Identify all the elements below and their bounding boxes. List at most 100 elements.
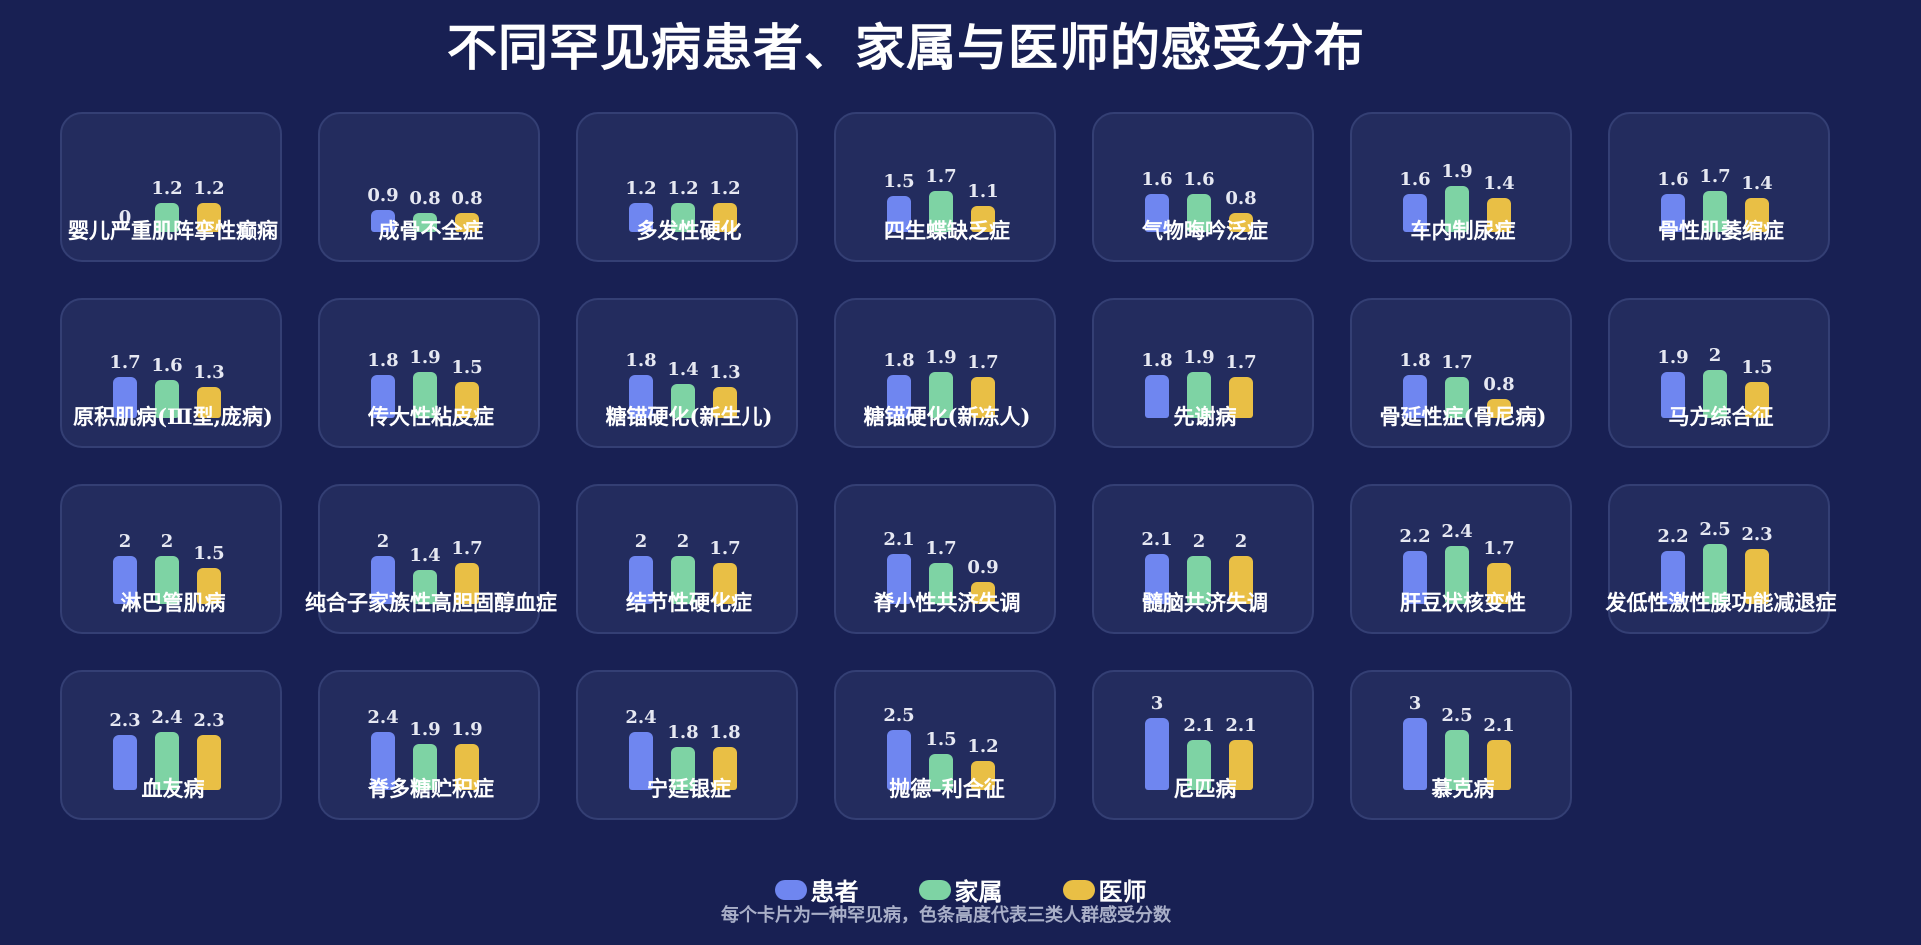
disease-name: 宁廷银症 — [647, 776, 731, 801]
disease-card: 1.5 1.7 1.1 四生蝶缺乏症 — [834, 112, 1056, 262]
value-label-family: 1.6 — [151, 354, 183, 376]
bar-family — [1445, 730, 1469, 790]
bar-doctor — [455, 563, 479, 604]
value-label-doctor: 1.3 — [193, 361, 225, 383]
bar-doctor — [971, 205, 995, 232]
bar-patient — [629, 732, 653, 790]
value-label-family: 2.5 — [1699, 519, 1731, 540]
bar-family — [671, 203, 695, 232]
disease-name: 抛德–利合征 — [889, 776, 1005, 801]
bar-doctor — [1487, 563, 1511, 604]
value-label-family: 1.7 — [925, 166, 957, 188]
value-label-patient: 3 — [1408, 693, 1422, 714]
bar-patient — [113, 556, 137, 604]
legend: 患者 家属 医师 — [0, 872, 1921, 907]
value-label-patient: 1.8 — [367, 349, 399, 371]
disease-card: 1.8 1.9 1.7 先谢病 — [1092, 298, 1314, 448]
disease-card: 1.6 1.9 1.4 车内制尿症 — [1350, 112, 1572, 262]
value-label-patient: 1.8 — [883, 349, 915, 371]
bar-patient — [1145, 374, 1169, 418]
value-label-family: 1.9 — [409, 719, 441, 741]
bar-family — [1445, 546, 1469, 604]
legend-label: 家属 — [954, 877, 1003, 906]
bar-patient — [113, 377, 137, 418]
value-label-doctor: 1.4 — [1483, 173, 1515, 195]
legend-label: 患者 — [810, 877, 859, 906]
bar-patient — [1661, 193, 1685, 232]
disease-card: 1.7 1.6 1.3 原积肌病(Ⅲ型,庞病) — [60, 298, 282, 448]
bar-doctor — [197, 734, 221, 790]
value-label-doctor: 1.7 — [451, 538, 483, 560]
bar-doctor — [1745, 382, 1769, 418]
bar-doctor — [1229, 212, 1253, 232]
value-label-patient: 2.4 — [367, 707, 399, 729]
value-label-family: 1.7 — [925, 538, 957, 560]
value-label-doctor: 2.1 — [1483, 714, 1515, 736]
bar-doctor — [971, 582, 995, 604]
bar-patient — [1661, 551, 1685, 604]
bar-family — [671, 746, 695, 790]
bar-patient — [1403, 193, 1427, 232]
bar-doctor — [713, 203, 737, 232]
value-label-patient: 2.5 — [883, 705, 915, 726]
disease-name: 气物晦吟泛症 — [1142, 218, 1268, 243]
value-label-patient: 3 — [1150, 693, 1164, 714]
disease-card: 1.8 1.7 0.8 骨延性症(骨尼病) — [1350, 298, 1572, 448]
bar-patient — [887, 374, 911, 418]
disease-card: 2.1 2 2 髓脑共济失调 — [1092, 484, 1314, 634]
bar-patient — [629, 374, 653, 418]
disease-name: 脊多糖贮积症 — [368, 776, 494, 801]
value-label-doctor: 1.1 — [967, 180, 999, 202]
bar-family — [1187, 739, 1211, 790]
value-label-patient: 2 — [376, 531, 390, 552]
disease-card: 3 2.1 2.1 尼匹病 — [1092, 670, 1314, 820]
value-label-doctor: 1.2 — [193, 178, 225, 200]
value-label-family: 2 — [160, 531, 174, 552]
value-label-family: 2.4 — [151, 707, 183, 729]
bar-doctor — [1745, 198, 1769, 232]
value-label-family: 2 — [676, 531, 690, 552]
value-label-doctor: 2.1 — [1225, 714, 1257, 736]
bar-family — [929, 191, 953, 232]
disease-card: 1.6 1.7 1.4 骨性肌萎缩症 — [1608, 112, 1830, 262]
disease-card: 2 1.4 1.7 纯合子家族性高胆固醇血症 — [305, 484, 557, 634]
bar-patient — [371, 732, 395, 790]
bar-family — [1187, 556, 1211, 604]
bar-family — [929, 754, 953, 790]
disease-name: 糖锚硬化(新生儿) — [605, 404, 773, 429]
disease-card: 2.3 2.4 2.3 血友病 — [60, 670, 282, 820]
bar-family — [929, 372, 953, 418]
disease-name: 成骨不全症 — [378, 218, 484, 243]
legend-swatch — [918, 879, 951, 900]
disease-name: 骨延性症(骨尼病) — [1379, 404, 1547, 429]
disease-name: 原积肌病(Ⅲ型,庞病) — [73, 404, 273, 429]
value-label-doctor: 0.9 — [967, 557, 999, 579]
bar-patient — [1661, 372, 1685, 418]
bar-family — [671, 384, 695, 418]
value-label-family: 2.1 — [1183, 714, 1215, 736]
value-label-patient: 2.4 — [625, 707, 657, 729]
bar-family — [1445, 377, 1469, 418]
value-label-doctor: 1.7 — [967, 352, 999, 374]
disease-name: 先谢病 — [1173, 404, 1237, 429]
value-label-patient: 1.2 — [625, 178, 657, 200]
value-label-patient: 1.8 — [625, 349, 657, 371]
disease-name: 四生蝶缺乏症 — [884, 218, 1010, 243]
bar-family — [1703, 370, 1727, 418]
value-label-doctor: 1.9 — [451, 719, 483, 741]
legend-swatch — [774, 879, 807, 900]
value-label-family: 2 — [1192, 531, 1206, 552]
legend-swatch — [1062, 879, 1095, 900]
bar-doctor — [197, 568, 221, 604]
bar-patient — [1403, 374, 1427, 418]
value-label-patient: 1.5 — [883, 171, 915, 192]
disease-name: 肝豆状核变性 — [1400, 590, 1526, 615]
disease-name: 淋巴管肌病 — [120, 590, 226, 615]
disease-card: 1.8 1.4 1.3 糖锚硬化(新生儿) — [576, 298, 798, 448]
bar-doctor — [455, 744, 479, 790]
value-label-doctor: 1.8 — [709, 721, 741, 743]
value-label-family: 1.2 — [151, 178, 183, 200]
value-label-family: 1.9 — [925, 347, 957, 369]
value-label-patient: 1.9 — [1657, 347, 1689, 369]
